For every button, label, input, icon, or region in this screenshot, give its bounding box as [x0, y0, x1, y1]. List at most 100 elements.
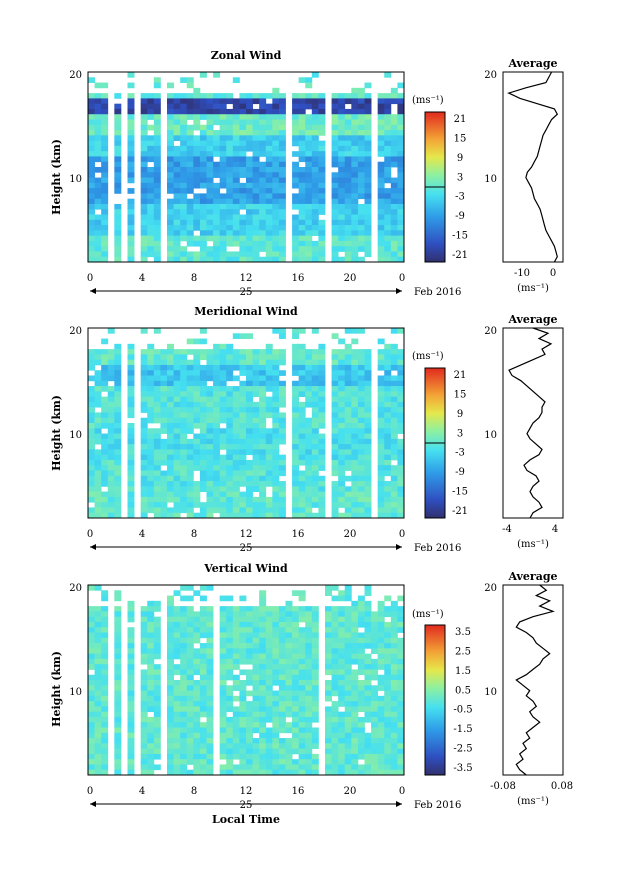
- heatmap-cell: [140, 454, 148, 461]
- heatmap-cell: [153, 706, 161, 713]
- heatmap-cell: [252, 251, 260, 258]
- heatmap-cell: [351, 753, 359, 760]
- heatmap-cell: [272, 354, 280, 361]
- panel-vertical-wind: Vertical Wind Height (km) 20 10 0 4 8 12…: [50, 562, 573, 826]
- heatmap-cell: [292, 444, 300, 450]
- heatmap-cell: [186, 140, 194, 147]
- heatmap-cell: [226, 182, 234, 189]
- heatmap-cell: [364, 616, 372, 623]
- heatmap-cell: [246, 680, 253, 686]
- heatmap-cell: [246, 417, 253, 424]
- heatmap-cell: [193, 391, 201, 398]
- heatmap-cell: [180, 585, 188, 591]
- heatmap-cell: [364, 769, 372, 776]
- heatmap-cell: [298, 256, 306, 263]
- heatmap-cell: [292, 333, 300, 339]
- heatmap-cell: [180, 103, 188, 110]
- heatmap-cell: [252, 475, 260, 482]
- heatmap-cell: [390, 658, 398, 665]
- heatmap-cell: [390, 674, 398, 681]
- heatmap-cell: [206, 256, 214, 263]
- heatmap-cell: [344, 240, 352, 247]
- heatmap-cell: [127, 407, 135, 413]
- heatmap-cell: [186, 251, 194, 258]
- heatmap-cell: [173, 507, 181, 514]
- heatmap-cell: [127, 502, 135, 508]
- heatmap-cell: [311, 428, 319, 434]
- x-tick-label: 0: [87, 786, 93, 797]
- colorbar-tick-label: 2.5: [455, 646, 471, 657]
- heatmap-cell: [298, 512, 306, 519]
- heatmap-cell: [265, 251, 273, 258]
- heatmap-cell: [311, 459, 319, 466]
- heatmap-cell: [397, 370, 405, 376]
- heatmap-cell: [318, 364, 326, 371]
- heatmap-cell: [292, 680, 300, 686]
- heatmap-cell: [246, 611, 253, 618]
- heatmap-cell: [173, 648, 181, 655]
- heatmap-cell: [88, 225, 95, 231]
- heatmap-cell: [127, 156, 135, 163]
- heatmap-cell: [331, 722, 339, 728]
- heatmap-cell: [265, 621, 273, 628]
- heatmap-cell: [298, 172, 306, 178]
- heatmap-cell: [199, 658, 207, 665]
- heatmap-cell: [199, 444, 207, 450]
- heatmap-cell: [351, 491, 359, 498]
- heatmap-cell: [140, 203, 148, 210]
- heatmap-cell: [127, 653, 135, 660]
- heatmap-cell: [252, 611, 260, 618]
- heatmap-cell: [292, 632, 300, 639]
- heatmap-cell: [140, 674, 148, 681]
- heatmap-cell: [88, 167, 95, 173]
- heatmap-cell: [292, 114, 300, 120]
- heatmap-cell: [147, 502, 155, 508]
- heatmap-cell: [292, 391, 300, 398]
- heatmap-cell: [344, 188, 352, 194]
- heatmap-cell: [246, 108, 253, 115]
- heatmap-cell: [305, 130, 313, 136]
- heatmap-cell: [226, 621, 234, 628]
- heatmap-cell: [101, 140, 109, 147]
- heatmap-cell: [206, 135, 214, 142]
- heatmap-cell: [292, 130, 300, 136]
- heatmap-cell: [173, 611, 181, 618]
- heatmap-cell: [325, 748, 332, 755]
- heatmap-cell: [193, 214, 201, 221]
- heatmap-cell: [219, 695, 227, 702]
- heatmap-cell: [252, 637, 260, 644]
- heatmap-cell: [265, 214, 273, 221]
- heatmap-cell: [377, 759, 385, 765]
- heatmap-cell: [114, 732, 122, 739]
- heatmap-cell: [173, 375, 181, 382]
- heatmap-cell: [173, 732, 181, 739]
- heatmap-cell: [180, 454, 188, 461]
- heatmap-cell: [397, 616, 405, 623]
- heatmap-cell: [272, 470, 280, 477]
- heatmap-cell: [338, 198, 346, 205]
- heatmap-cell: [199, 354, 207, 361]
- heatmap-cell: [94, 438, 102, 445]
- heatmap-cell: [298, 343, 306, 350]
- heatmap-cell: [259, 433, 267, 440]
- heatmap-cell: [272, 396, 280, 403]
- heatmap-cell: [357, 230, 365, 237]
- heatmap-cell: [147, 188, 155, 194]
- heatmap-cell: [226, 444, 234, 450]
- heatmap-cell: [390, 695, 398, 702]
- heatmap-cell: [357, 486, 365, 493]
- heatmap-cell: [397, 380, 405, 387]
- heatmap-cell: [311, 256, 319, 263]
- heatmap-cell: [325, 706, 332, 713]
- heatmap-cell: [357, 328, 365, 334]
- heatmap-cell: [239, 512, 247, 519]
- heatmap-cell: [357, 706, 365, 713]
- heatmap-cell: [344, 475, 352, 482]
- heatmap-cell: [390, 669, 398, 676]
- heatmap-cell: [246, 711, 253, 718]
- heatmap-cell: [292, 459, 300, 466]
- heatmap-cell: [338, 407, 346, 413]
- heatmap-cell: [180, 611, 188, 618]
- heatmap-cell: [173, 669, 181, 676]
- heatmap-cell: [298, 680, 306, 686]
